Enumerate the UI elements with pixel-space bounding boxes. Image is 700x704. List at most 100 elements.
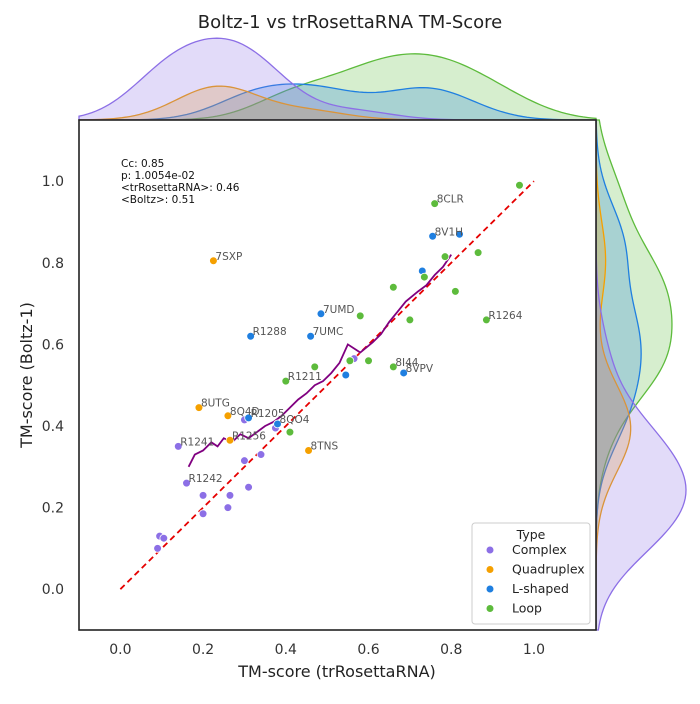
x-tick-label: 0.8 — [440, 642, 462, 658]
plot-frame — [78, 119, 597, 631]
point-label: R1205 — [251, 408, 285, 420]
point-complex — [198, 491, 208, 500]
point-loop — [405, 315, 415, 325]
point-complex — [153, 544, 162, 553]
y-tick-label: 0.4 — [42, 419, 64, 435]
legend-marker-l-shaped — [485, 584, 495, 594]
point-complex — [225, 491, 235, 500]
y-axis-title: TM-score (Boltz-1) — [17, 302, 36, 449]
diagonal-line — [119, 180, 535, 590]
top-marginal-density — [78, 37, 597, 121]
point-label: 8VPV — [406, 363, 434, 375]
point-loop — [451, 287, 460, 296]
y-tick-label: 0.2 — [42, 501, 64, 517]
legend-box — [471, 522, 591, 625]
diagonal-layer — [119, 180, 535, 590]
point-loop — [515, 180, 524, 190]
point-label: R1241 — [180, 436, 214, 448]
legend-marker-complex — [485, 545, 495, 555]
point-loop — [389, 362, 398, 372]
y-tick-label: 1.0 — [42, 174, 64, 190]
stats-line: <trRosettaRNA>: 0.46 — [121, 182, 240, 194]
y-tick-label: 0.0 — [42, 582, 64, 598]
point-label: 8I44 — [395, 357, 418, 369]
point-loop — [440, 252, 450, 261]
point-loop — [355, 311, 365, 321]
point-quadruplex — [225, 435, 235, 445]
x-tick-label: 0.2 — [192, 642, 214, 658]
right-density-quadruplex — [595, 119, 632, 630]
point-l-shaped — [273, 419, 282, 429]
stats-line: <Boltz>: 0.51 — [121, 194, 195, 206]
chart-title: Boltz-1 vs trRosettaRNA TM-Score — [198, 12, 503, 33]
point-loop — [389, 282, 398, 292]
point-complex — [159, 533, 169, 543]
trend-line — [187, 254, 452, 468]
trend-layer — [187, 254, 452, 468]
point-label: 8V1H — [435, 226, 463, 238]
point-label: R1242 — [189, 473, 223, 485]
point-loop — [285, 427, 295, 437]
stats-line: Cc: 0.85 — [121, 158, 164, 170]
point-label: R1256 — [232, 430, 266, 442]
point-label: R1288 — [253, 326, 287, 338]
points-layer — [153, 180, 524, 553]
point-quadruplex — [209, 256, 218, 266]
x-axis-title: TM-score (trRosettaRNA) — [237, 662, 436, 681]
legend-label: Quadruplex — [512, 562, 585, 577]
point-quadruplex — [304, 446, 313, 455]
point-l-shaped — [428, 231, 437, 241]
point-loop — [430, 199, 439, 208]
legend-label: L-shaped — [512, 581, 569, 596]
point-loop — [473, 248, 483, 257]
point-complex — [173, 442, 183, 451]
point-quadruplex — [223, 411, 233, 421]
point-label: 8UTG — [201, 398, 230, 410]
x-tick-label: 1.0 — [523, 642, 545, 658]
legend-label: Complex — [512, 542, 567, 557]
x-tick-label: 0.4 — [275, 642, 297, 658]
point-complex — [198, 509, 208, 519]
point-complex — [223, 503, 233, 512]
point-label: 7UMC — [313, 326, 344, 338]
point-loop — [364, 356, 373, 366]
legend-title: Type — [516, 527, 546, 542]
x-tick-label: 0.0 — [109, 642, 131, 658]
point-l-shaped — [306, 331, 315, 341]
point-label: R1211 — [288, 371, 322, 383]
point-label: 8TNS — [311, 440, 339, 452]
point-l-shaped — [399, 368, 408, 378]
point-loop — [420, 272, 429, 282]
point-quadruplex — [194, 403, 204, 412]
point-loop — [310, 362, 320, 372]
point-complex — [244, 482, 253, 492]
point-label: 8Q4D — [230, 406, 260, 418]
legend: Type Complex Quadruplex L-shaped Loop — [471, 522, 591, 625]
point-label: 7SXP — [215, 251, 242, 263]
point-complex — [240, 456, 249, 465]
right-marginal-density — [595, 119, 687, 631]
y-tick-label: 0.6 — [42, 337, 64, 353]
point-label: 8CLR — [437, 194, 464, 206]
legend-entries: Complex Quadruplex L-shaped Loop — [485, 542, 585, 616]
point-l-shaped — [455, 229, 464, 239]
point-label: 7UMD — [323, 304, 355, 316]
point-loop — [345, 356, 355, 366]
point-l-shaped — [244, 413, 253, 423]
point-l-shaped — [341, 370, 351, 380]
point-label: R1264 — [488, 310, 522, 322]
point-l-shaped — [316, 309, 326, 319]
top-density-l-shaped — [79, 83, 597, 121]
stats-line: p: 1.0054e-02 — [121, 170, 195, 182]
legend-marker-quadruplex — [485, 565, 495, 574]
stats-annotation: Cc: 0.85 p: 1.0054e-02 <trRosettaRNA>: 0… — [121, 158, 240, 206]
point-loop — [482, 315, 491, 325]
point-complex — [256, 450, 266, 459]
point-l-shaped — [246, 331, 255, 341]
x-tick-label: 0.6 — [357, 642, 379, 658]
legend-label: Loop — [512, 601, 542, 616]
legend-marker-loop — [485, 604, 495, 613]
